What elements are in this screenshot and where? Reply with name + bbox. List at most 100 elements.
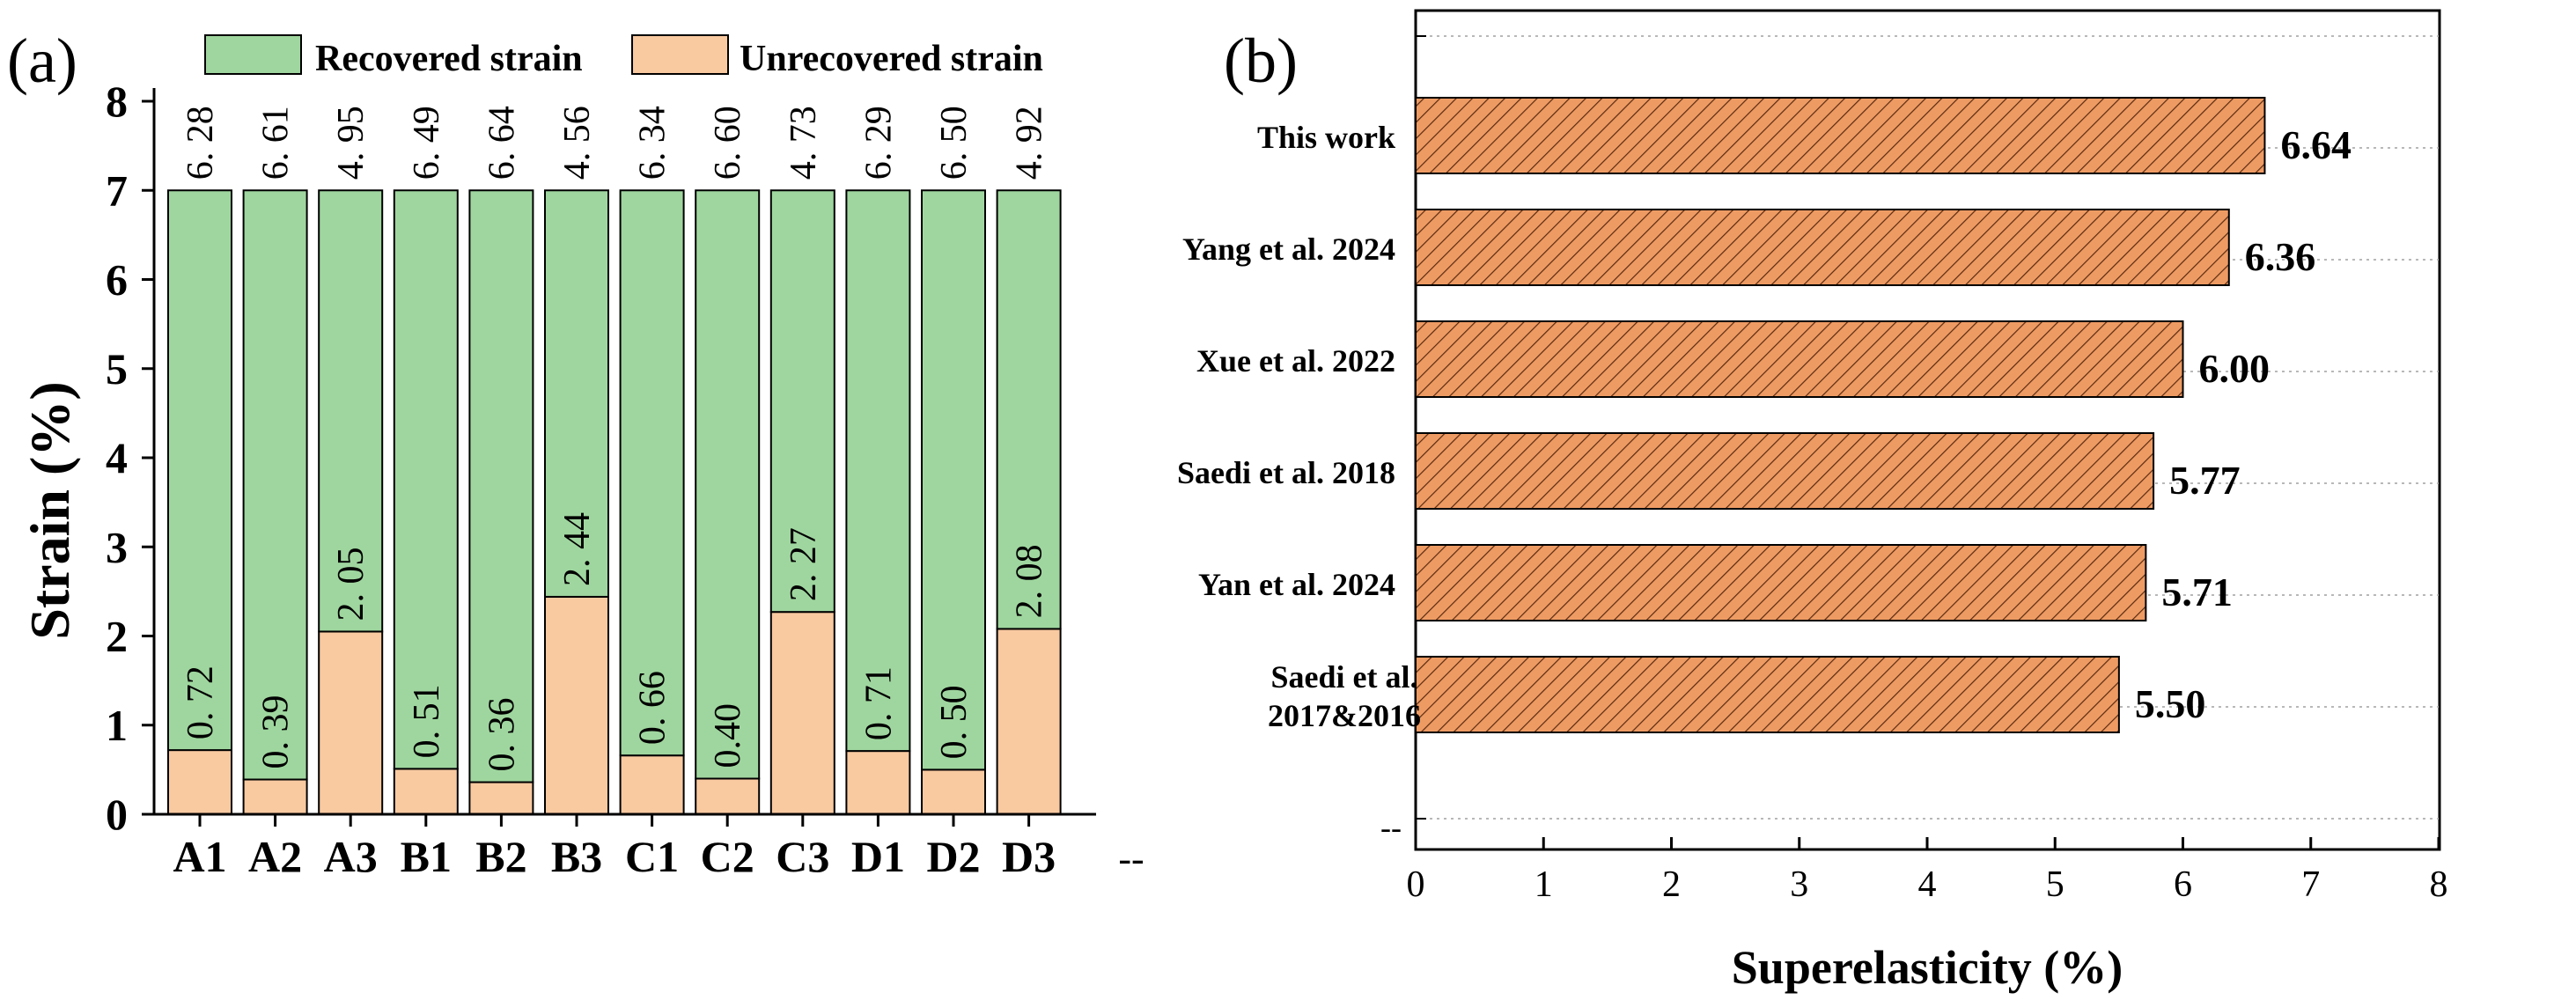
category-label: Saedi et al. 2018 — [1177, 455, 1395, 490]
x-tick-label: 1 — [1535, 864, 1553, 905]
panel-a-stacked-bar-chart: (a) Recovered strain Unrecovered strain … — [7, 26, 1144, 881]
data-label-recovered: 6. 28 — [180, 106, 221, 180]
legend-swatch-unrecovered — [631, 34, 729, 75]
x-tick-label: 0 — [1407, 864, 1425, 905]
x-tick-label: 4 — [1918, 864, 1937, 905]
bar-value-label: 6.64 — [2280, 122, 2352, 167]
panel-b-horizontal-bar-chart: (b) 6.64 6.36 6.00 5.77 5.71 5.50 This work Ya… — [1177, 9, 2448, 994]
panel-a-y-ticks: 0 1 2 3 4 5 6 7 8 — [106, 77, 154, 839]
x-tick-label: D2 — [926, 832, 980, 881]
bar-value-label: 5.77 — [2169, 458, 2241, 503]
y-tick-label: 4 — [106, 433, 128, 482]
bar-segment-recovered — [393, 189, 459, 770]
data-label-unrecovered: 0. 72 — [180, 665, 221, 739]
panel-b-x-axis-title: Superelasticity (%) — [1732, 941, 2123, 994]
data-label-unrecovered: 0. 71 — [858, 666, 899, 740]
bar-segment-recovered — [318, 189, 384, 633]
bar-segment-recovered — [468, 189, 534, 783]
data-label-unrecovered: 0. 66 — [633, 671, 673, 745]
x-tick-label: 5 — [2046, 864, 2064, 905]
data-label-recovered: 4. 73 — [784, 106, 824, 180]
bar — [1415, 544, 2147, 621]
bar — [1415, 97, 2266, 174]
panel-b-trailing-tick-label: -- — [1380, 810, 1402, 845]
data-label-recovered: 4. 95 — [331, 106, 372, 180]
bar-segment-unrecovered — [769, 611, 835, 815]
y-tick-label: 0 — [106, 790, 128, 839]
y-tick-label: 6 — [106, 255, 128, 305]
bar-segment-unrecovered — [544, 595, 609, 816]
legend-swatch-recovered — [204, 34, 302, 75]
bar-segment-recovered — [544, 189, 609, 598]
panel-b-bars: 6.64 6.36 6.00 5.77 5.71 5.50 — [1415, 97, 2352, 733]
legend-label-recovered: Recovered strain — [315, 39, 583, 79]
x-tick-label: D1 — [851, 832, 905, 881]
x-tick-label: 3 — [1790, 864, 1808, 905]
data-label-recovered: 6. 34 — [633, 106, 673, 180]
bar-segment-recovered — [996, 189, 1062, 630]
bar-segment-unrecovered — [619, 754, 685, 815]
y-tick-label: 3 — [106, 522, 128, 571]
x-tick-label: B1 — [401, 832, 452, 881]
bar-segment-unrecovered — [242, 778, 308, 816]
bar-segment-unrecovered — [468, 781, 534, 815]
data-label-unrecovered: 2. 05 — [331, 547, 372, 621]
bar — [1415, 432, 2155, 510]
data-label-recovered: 6. 64 — [482, 106, 522, 180]
y-tick-label: 2 — [106, 612, 128, 661]
bar-segment-recovered — [695, 189, 761, 780]
x-tick-label: A3 — [324, 832, 378, 881]
x-tick-label: 8 — [2430, 864, 2448, 905]
y-tick-label: 8 — [106, 77, 128, 126]
bar-value-label: 5.50 — [2135, 681, 2206, 726]
x-tick-label: 7 — [2301, 864, 2320, 905]
x-tick-label: D3 — [1002, 832, 1056, 881]
data-label-unrecovered: 0. 51 — [407, 684, 447, 758]
y-tick-label: 1 — [106, 701, 128, 750]
data-label-recovered: 6. 49 — [407, 106, 447, 180]
bar-value-label: 6.00 — [2199, 346, 2271, 391]
data-label-unrecovered: 2. 08 — [1010, 544, 1050, 618]
data-label-recovered: 6. 60 — [708, 106, 748, 180]
bar-segment-recovered — [619, 189, 685, 757]
bar-segment-recovered — [845, 189, 911, 753]
y-tick-label: 5 — [106, 344, 128, 393]
panel-a-bars: 0. 72 6. 28 0. 39 6. 61 2. 05 4. 95 0. 51 6. 49… — [167, 106, 1062, 816]
bar-segment-unrecovered — [695, 777, 761, 815]
data-label-recovered: 6. 61 — [256, 106, 297, 180]
data-label-unrecovered: 0. 50 — [934, 685, 975, 759]
panel-a-trailing-tick-label: -- — [1118, 837, 1144, 880]
data-label-recovered: 4. 92 — [1010, 106, 1050, 180]
panel-a-legend: Recovered strain Unrecovered strain — [204, 34, 1043, 79]
bar-segment-unrecovered — [393, 768, 459, 815]
category-label: Yang et al. 2024 — [1182, 232, 1395, 267]
bar — [1415, 209, 2230, 286]
panel-a-label: (a) — [7, 26, 77, 96]
legend-label-unrecovered: Unrecovered strain — [740, 39, 1043, 79]
bar-segment-unrecovered — [167, 749, 232, 815]
data-label-unrecovered: 0.40 — [708, 703, 748, 768]
panel-b-label: (b) — [1224, 26, 1298, 96]
bar-segment-unrecovered — [921, 768, 986, 815]
x-tick-label: A1 — [173, 832, 226, 881]
panel-b-x-ticks: 0 1 2 3 4 5 6 7 8 — [1407, 837, 2448, 905]
bar-segment-recovered — [242, 189, 308, 781]
bar — [1415, 320, 2184, 398]
category-label: Xue et al. 2022 — [1196, 343, 1395, 379]
bar-value-label: 6.36 — [2245, 234, 2316, 279]
category-label: Yan et al. 2024 — [1198, 567, 1395, 602]
bar-segment-unrecovered — [318, 630, 384, 815]
x-tick-label: C3 — [776, 832, 829, 881]
x-tick-label: A2 — [248, 832, 302, 881]
bar — [1415, 656, 2120, 733]
data-label-recovered: 6. 29 — [858, 106, 899, 180]
panel-b-category-labels: This work Yang et al. 2024 Xue et al. 2022… — [1177, 120, 1421, 733]
x-tick-label: 6 — [2174, 864, 2192, 905]
x-tick-label: C2 — [701, 832, 754, 881]
data-label-recovered: 6. 50 — [934, 106, 975, 180]
data-label-recovered: 4. 56 — [557, 106, 598, 180]
bar-segment-unrecovered — [996, 628, 1062, 816]
panel-a-x-ticks: A1 A2 A3 B1 B2 B3 C1 C2 C3 D1 D2 D3 — [173, 814, 1056, 881]
bar-segment-recovered — [921, 189, 986, 771]
